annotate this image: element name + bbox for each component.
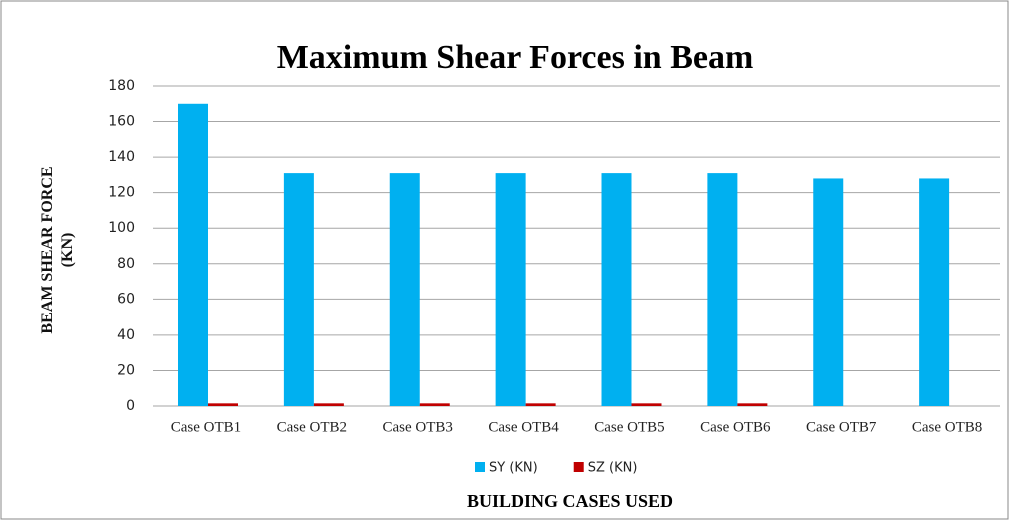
legend-label: SY (KN) bbox=[489, 461, 538, 476]
y-axis-title: BEAM SHEAR FORCE (KN) bbox=[39, 166, 76, 334]
bar bbox=[313, 403, 344, 406]
x-tick-label: Case OTB3 bbox=[382, 419, 452, 435]
y-tick-label: 20 bbox=[117, 362, 135, 378]
x-tick-label: Case OTB2 bbox=[277, 419, 347, 435]
x-tick-label: Case OTB8 bbox=[912, 419, 982, 435]
legend-label: SZ (KN) bbox=[588, 461, 638, 476]
y-tick-label: 100 bbox=[108, 220, 135, 236]
y-tick-label: 40 bbox=[117, 327, 135, 343]
bar bbox=[631, 403, 662, 406]
bar bbox=[208, 403, 238, 406]
y-tick-label: 140 bbox=[108, 149, 135, 165]
x-tick-label: Case OTB4 bbox=[488, 419, 559, 435]
x-tick-label: Case OTB5 bbox=[594, 419, 664, 435]
legend-swatch bbox=[475, 462, 485, 472]
bar bbox=[919, 178, 950, 406]
bar bbox=[419, 403, 450, 406]
bar bbox=[813, 178, 844, 406]
bar bbox=[737, 403, 768, 406]
bar bbox=[525, 403, 556, 406]
x-tick-label: Case OTB1 bbox=[171, 419, 241, 435]
bar bbox=[178, 103, 208, 407]
legend-swatch bbox=[573, 462, 584, 472]
y-tick-label: 120 bbox=[108, 185, 135, 201]
bar bbox=[601, 173, 632, 406]
y-tick-label: 80 bbox=[117, 256, 135, 272]
bar bbox=[283, 173, 314, 406]
y-tick-label: 160 bbox=[108, 114, 135, 130]
bar bbox=[707, 173, 738, 406]
bar bbox=[495, 173, 526, 406]
x-tick-label: Case OTB7 bbox=[806, 419, 877, 435]
x-tick-label: Case OTB6 bbox=[700, 419, 771, 435]
y-tick-label: 0 bbox=[126, 398, 135, 414]
y-tick-label: 60 bbox=[117, 291, 135, 307]
y-tick-label: 180 bbox=[108, 78, 135, 94]
chart-title: Maximum Shear Forces in Beam bbox=[277, 39, 754, 76]
x-axis-title: BUILDING CASES USED bbox=[467, 491, 673, 511]
bar bbox=[389, 173, 420, 406]
